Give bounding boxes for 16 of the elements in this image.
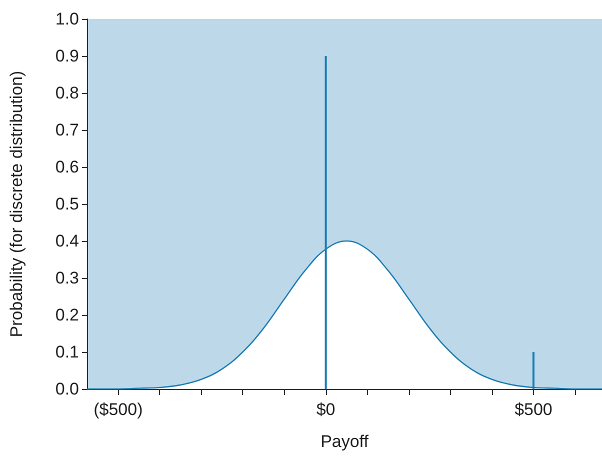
x-axis-title: Payoff <box>320 432 369 451</box>
x-tick-label: ($500) <box>94 400 143 419</box>
y-tick-label: 0.9 <box>55 46 79 66</box>
y-tick-label: 0.3 <box>55 268 79 288</box>
y-tick-label: 0.0 <box>55 380 79 398</box>
y-tick-label: 0.4 <box>55 232 79 250</box>
y-tick-label: 0.6 <box>55 158 79 176</box>
y-axis-title: Probability (for discrete distribution) <box>7 70 26 338</box>
y-tick-label: 0.5 <box>55 194 79 214</box>
x-tick-label: $500 <box>514 400 552 419</box>
y-tick-label: 0.8 <box>55 84 79 102</box>
y-tick-label: 0.7 <box>55 120 79 140</box>
y-tick-label: 0.2 <box>55 306 79 324</box>
y-tick-label: 1.0 <box>55 10 79 28</box>
x-tick-label: $0 <box>316 400 336 419</box>
y-tick-label: 0.1 <box>55 342 79 362</box>
